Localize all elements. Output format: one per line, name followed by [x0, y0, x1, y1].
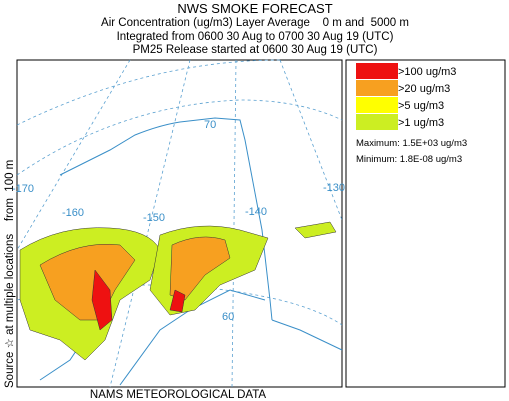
legend-swatch — [356, 114, 398, 130]
smoke-area — [169, 236, 231, 301]
coastline — [271, 319, 343, 351]
grid-label: 60 — [222, 311, 234, 323]
subtitle: Integrated from 0600 30 Aug to 0700 30 A… — [117, 31, 394, 43]
footer: NAMS METEOROLOGICAL DATA — [90, 389, 266, 401]
grid-label: -150 — [143, 212, 165, 224]
legend-label: >1 ug/m3 — [398, 117, 444, 129]
legend-label: >5 ug/m3 — [398, 100, 444, 112]
smoke-area — [169, 289, 186, 313]
coastline — [59, 117, 273, 321]
legend-swatch — [356, 80, 398, 96]
legend-swatch — [356, 63, 398, 79]
parallel — [16, 99, 343, 176]
meridian — [16, 59, 131, 251]
grid-label: -140 — [245, 206, 267, 218]
grid-label: 70 — [204, 119, 216, 131]
smoke-area — [294, 221, 337, 239]
side-label: Source ☆ at multiple locations from 100 … — [4, 160, 16, 388]
legend-label: >20 ug/m3 — [398, 83, 450, 95]
smoke-area — [91, 269, 113, 331]
grid-label: -170 — [12, 183, 34, 195]
meridian — [231, 59, 237, 388]
legend-maximum: Maximum: 1.5E+03 ug/m3 — [356, 138, 467, 149]
meridian — [279, 59, 343, 221]
legend-swatch — [356, 97, 398, 113]
subtitle: PM25 Release started at 0600 30 Aug 19 (… — [133, 44, 378, 56]
parallel — [16, 59, 281, 126]
legend-label: >100 ug/m3 — [398, 66, 456, 78]
legend-minimum: Minimum: 1.8E-08 ug/m3 — [356, 154, 462, 165]
grid-label: -160 — [62, 207, 84, 219]
grid-label: -130 — [323, 182, 345, 194]
subtitle: Air Concentration (ug/m3) Layer Average … — [101, 17, 409, 29]
title: NWS SMOKE FORECAST — [177, 1, 332, 16]
meridian — [109, 59, 191, 388]
legend: Maximum: 1.5E+03 ug/m3 Minimum: 1.8E-08 … — [345, 59, 506, 388]
map: -170 -160 -150 -140 -130 70 60 — [12, 59, 345, 388]
